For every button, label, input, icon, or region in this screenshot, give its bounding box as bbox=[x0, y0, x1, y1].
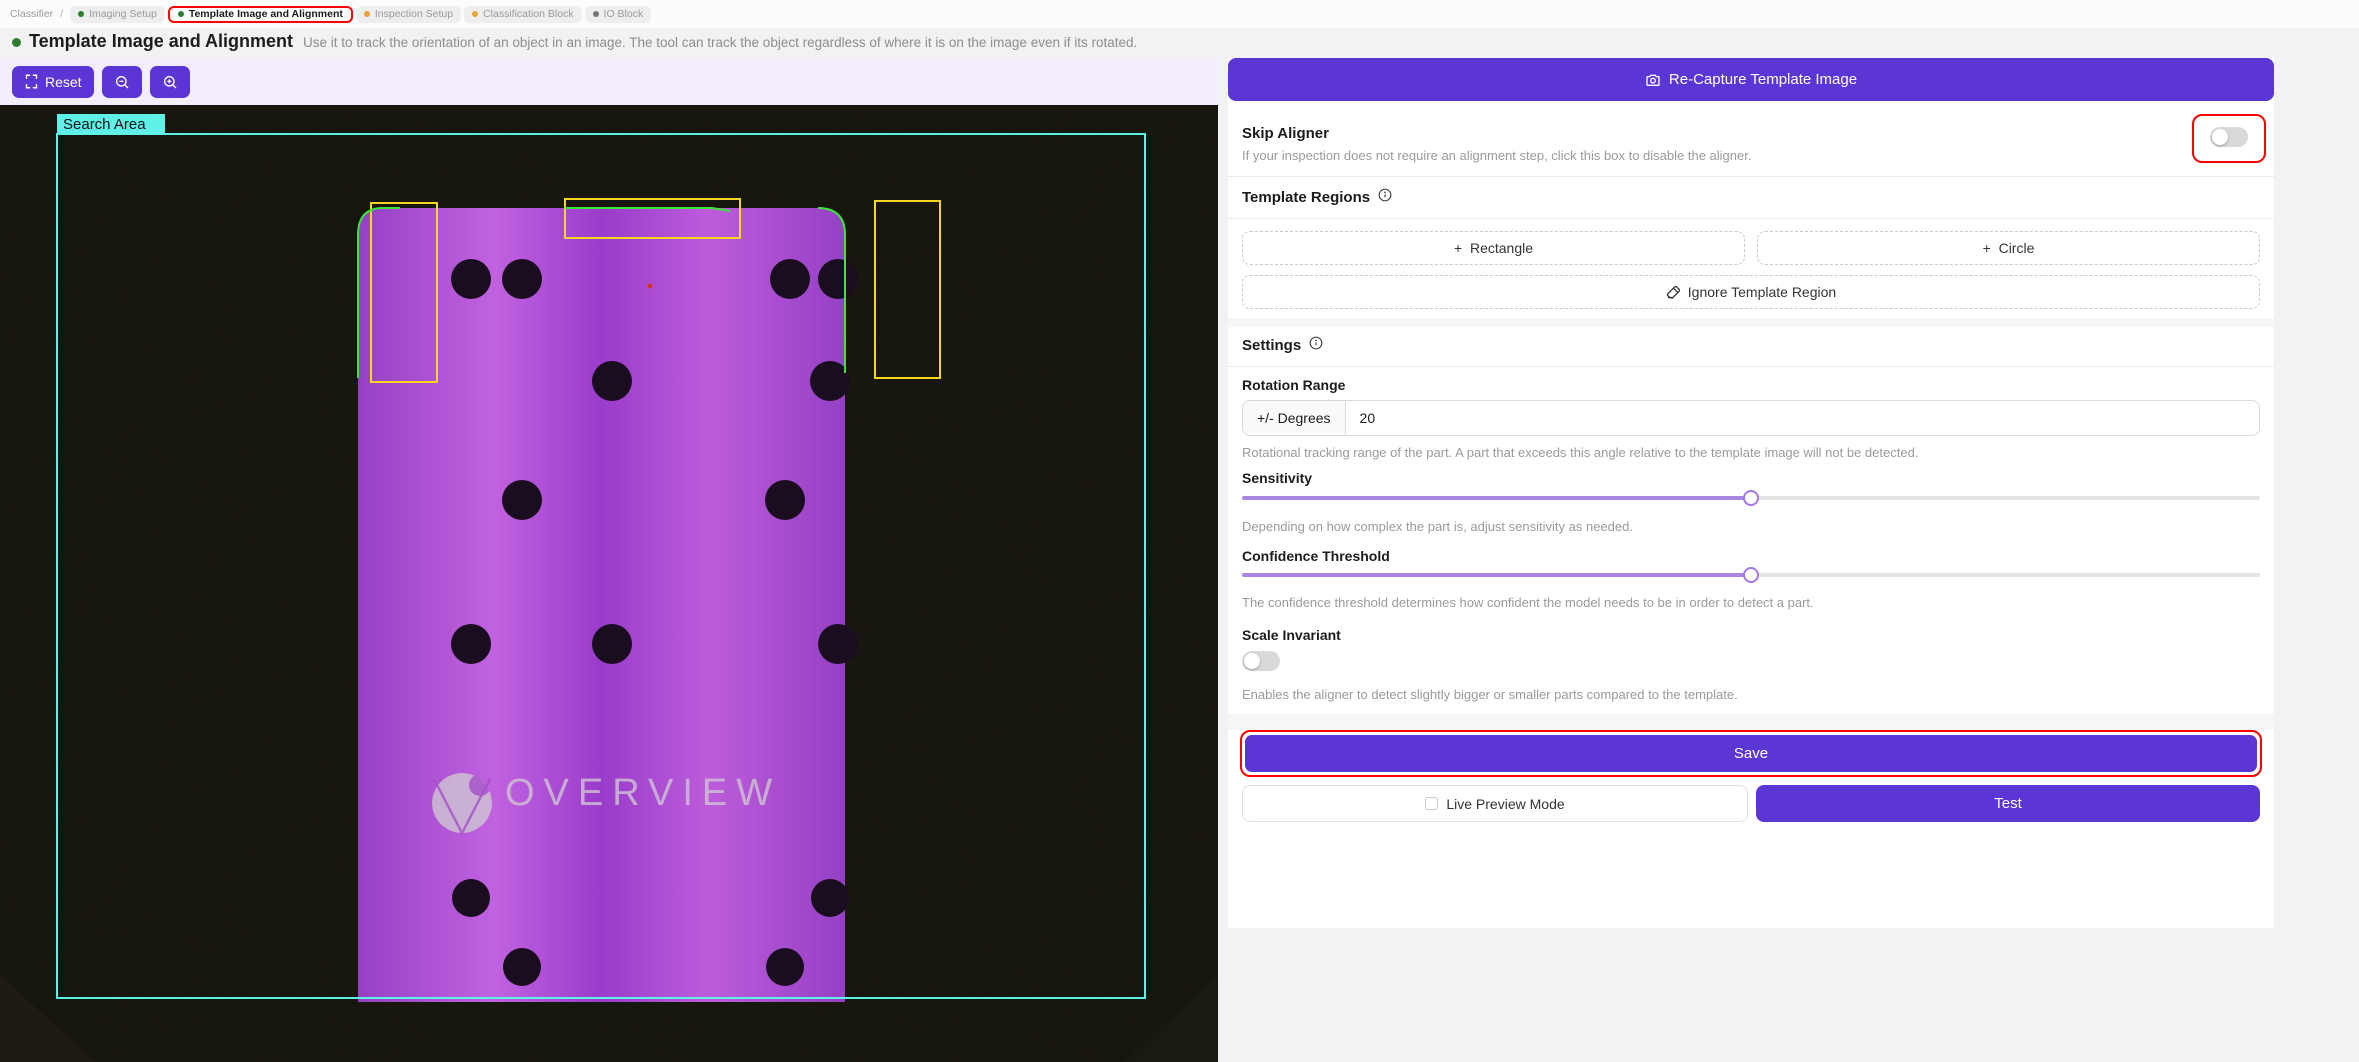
svg-text:Search Area: Search Area bbox=[63, 116, 146, 133]
svg-text:OVERVIEW: OVERVIEW bbox=[505, 772, 781, 814]
